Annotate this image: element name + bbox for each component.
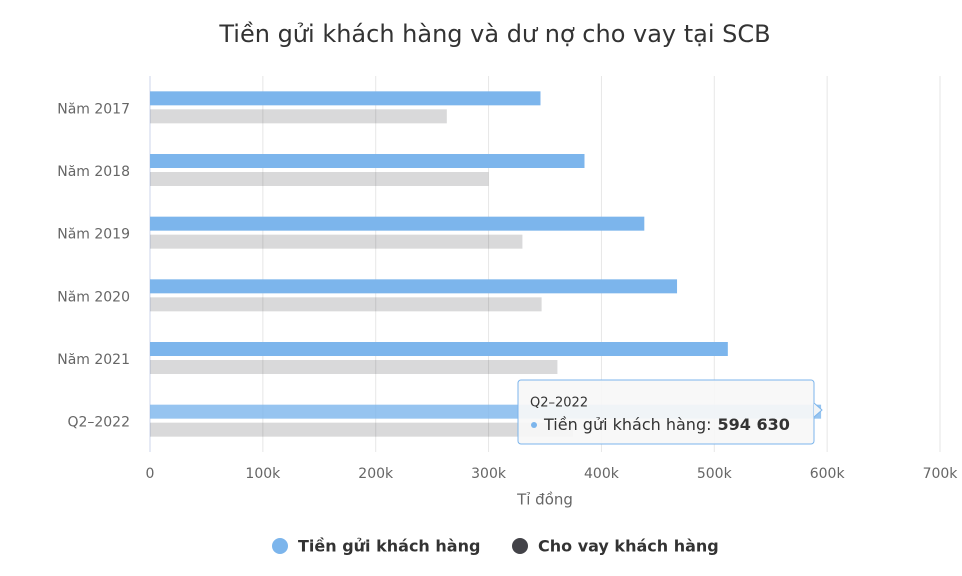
x-tick-label: 100k <box>245 466 281 482</box>
x-tick-label: 700k <box>923 466 959 482</box>
x-tick-label: 600k <box>810 466 846 482</box>
legend-label: Tiền gửi khách hàng <box>298 537 480 556</box>
tooltip-box <box>517 379 815 445</box>
y-tick-label: Năm 2018 <box>57 164 130 180</box>
x-tick-label: 300k <box>471 466 507 482</box>
legend-marker <box>512 538 528 554</box>
bar <box>150 297 542 312</box>
tooltip-label: Tiền gửi khách hàng: <box>543 415 712 434</box>
bar <box>150 172 489 186</box>
y-tick-label: Năm 2021 <box>57 352 130 368</box>
bar <box>150 234 523 249</box>
bar <box>150 342 728 356</box>
x-tick-label: 400k <box>584 466 620 482</box>
tooltip: Q2–2022 Tiền gửi khách hàng: 594 630 <box>517 379 823 445</box>
x-tick-label: 200k <box>358 466 394 482</box>
x-tick-label: 500k <box>697 466 733 482</box>
x-tick-label: 0 <box>146 466 155 482</box>
tooltip-dot <box>531 422 537 428</box>
bar <box>150 154 585 168</box>
bar <box>150 422 574 437</box>
bar <box>150 109 447 124</box>
tooltip-title: Q2–2022 <box>530 396 588 411</box>
tooltip-text: Tiền gửi khách hàng: 594 630 <box>543 415 790 434</box>
legend-marker <box>272 538 288 554</box>
y-tick-label: Năm 2019 <box>57 227 130 243</box>
y-tick-label: Năm 2017 <box>57 101 130 117</box>
tooltip-value: 594 630 <box>718 415 790 434</box>
bar <box>150 279 678 294</box>
chart-title: Tiền gửi khách hàng và dư nợ cho vay tại… <box>218 20 770 48</box>
bar <box>150 360 558 374</box>
x-axis-title: Tỉ đồng <box>516 491 573 509</box>
bar <box>150 216 645 231</box>
y-tick-label: Q2–2022 <box>67 415 130 431</box>
legend-label: Cho vay khách hàng <box>538 537 719 556</box>
y-tick-label: Năm 2020 <box>57 289 130 305</box>
tooltip-pointer <box>813 402 823 418</box>
bar <box>150 91 541 106</box>
